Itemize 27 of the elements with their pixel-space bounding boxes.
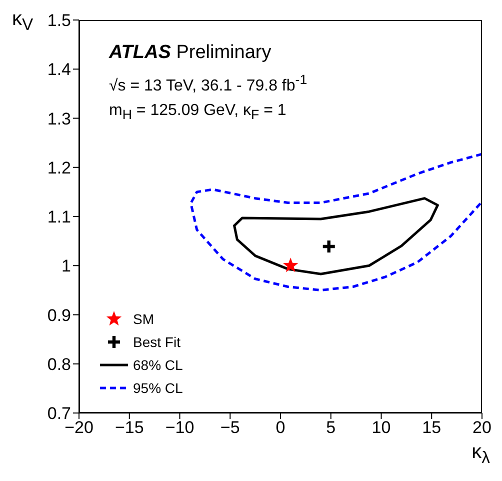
y-tick-label: 1.4 [47, 60, 71, 80]
x-tick-label: −10 [165, 418, 194, 438]
x-tick-label: 10 [372, 418, 391, 438]
legend-label: Best Fit [133, 334, 180, 350]
y-tick-label: 1.2 [47, 158, 71, 178]
annotation: m$_{H}$ = 125.09 GeV, κ$_{F}$ = 1 [109, 102, 286, 122]
x-tick-label: 15 [422, 418, 442, 438]
y-tick-label: 1 [62, 256, 71, 276]
x-tick-label: 5 [326, 418, 336, 438]
y-tick-label: 1.1 [47, 208, 71, 227]
legend-label: SM [133, 310, 154, 326]
y-tick-label: 0.9 [47, 306, 71, 325]
y-axis-title: κ$_{V}$ [12, 8, 34, 35]
y-tick-label: 1.3 [47, 109, 71, 128]
x-tick-label: −15 [114, 418, 144, 438]
y-tick-label: 1.5 [47, 11, 71, 30]
x-tick-label: 20 [472, 418, 492, 438]
x-tick-label: 0 [276, 418, 286, 438]
annotation: √s = 13 TeV, 36.1 - 79.8 fb$^{-1}$ [109, 72, 308, 96]
legend-label: 68% CL [133, 356, 183, 372]
legend-label: 95% CL [133, 380, 183, 396]
line-series [232, 197, 439, 276]
x-axis-title: κ$_{λ}$ [472, 441, 490, 468]
line-series [190, 152, 482, 292]
x-tick-label: −5 [220, 418, 240, 438]
y-tick-label: 0.8 [47, 354, 71, 374]
annotation: ATLAS Preliminary [109, 42, 272, 64]
